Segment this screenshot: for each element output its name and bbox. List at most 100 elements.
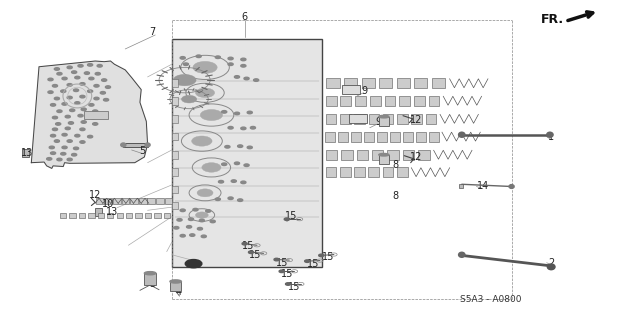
Circle shape: [228, 57, 233, 60]
Circle shape: [196, 55, 201, 57]
Circle shape: [57, 72, 62, 75]
Circle shape: [48, 78, 53, 81]
Circle shape: [61, 152, 66, 155]
Circle shape: [94, 97, 99, 100]
Bar: [122, 197, 129, 204]
Bar: [139, 197, 147, 204]
Text: 15: 15: [280, 270, 293, 279]
Bar: [385, 96, 396, 106]
Bar: [429, 96, 440, 106]
Circle shape: [93, 110, 98, 113]
Circle shape: [94, 85, 99, 87]
Circle shape: [241, 58, 246, 61]
Text: 1: 1: [548, 132, 554, 142]
Text: 8: 8: [392, 160, 399, 170]
Circle shape: [65, 115, 70, 118]
Bar: [372, 150, 383, 160]
Bar: [131, 197, 138, 204]
Text: 12: 12: [89, 190, 101, 200]
Bar: [383, 114, 394, 124]
Circle shape: [75, 102, 80, 104]
Bar: [116, 212, 123, 218]
Bar: [113, 197, 121, 204]
Circle shape: [279, 270, 284, 272]
Text: 5: 5: [140, 145, 145, 156]
Bar: [351, 131, 361, 142]
Circle shape: [186, 226, 191, 228]
Bar: [340, 96, 351, 106]
Circle shape: [84, 72, 90, 74]
Bar: [79, 212, 85, 218]
Circle shape: [247, 111, 252, 114]
Circle shape: [67, 66, 72, 69]
Polygon shape: [31, 61, 148, 168]
Circle shape: [180, 209, 185, 211]
Bar: [170, 281, 181, 291]
Text: 7: 7: [150, 27, 156, 37]
Circle shape: [284, 218, 289, 220]
Bar: [379, 117, 389, 126]
Text: 13: 13: [21, 148, 34, 158]
Circle shape: [242, 242, 247, 245]
Circle shape: [197, 227, 202, 230]
Bar: [397, 114, 408, 124]
Bar: [154, 212, 161, 218]
Circle shape: [80, 128, 85, 130]
Ellipse shape: [145, 271, 156, 275]
Bar: [88, 212, 95, 218]
Bar: [145, 212, 151, 218]
Bar: [107, 212, 113, 218]
Text: 15: 15: [307, 259, 320, 269]
Circle shape: [61, 90, 66, 93]
Bar: [325, 131, 335, 142]
Circle shape: [72, 71, 77, 73]
Circle shape: [231, 180, 236, 182]
Circle shape: [244, 164, 249, 167]
Ellipse shape: [170, 280, 181, 283]
Circle shape: [89, 77, 94, 80]
Circle shape: [65, 127, 70, 130]
Text: 9: 9: [376, 117, 382, 127]
Circle shape: [183, 63, 188, 65]
Ellipse shape: [459, 132, 465, 137]
Bar: [172, 79, 178, 87]
Bar: [432, 78, 445, 88]
Bar: [349, 115, 367, 123]
Circle shape: [247, 146, 252, 149]
Circle shape: [244, 77, 249, 80]
Text: 12: 12: [410, 115, 422, 125]
Bar: [416, 131, 426, 142]
Ellipse shape: [509, 185, 514, 189]
Circle shape: [97, 64, 102, 67]
Circle shape: [197, 189, 213, 197]
Bar: [362, 78, 374, 88]
Text: 15: 15: [249, 250, 261, 260]
Bar: [380, 78, 392, 88]
Circle shape: [200, 109, 223, 121]
Text: 10: 10: [102, 199, 114, 209]
Circle shape: [49, 146, 54, 149]
Bar: [326, 78, 339, 88]
Circle shape: [228, 197, 233, 199]
Text: S5A3 - A0800: S5A3 - A0800: [461, 295, 522, 304]
Text: 8: 8: [392, 191, 399, 201]
Text: 15: 15: [275, 258, 288, 268]
Bar: [172, 186, 178, 194]
Circle shape: [193, 61, 217, 73]
Bar: [172, 133, 178, 140]
Circle shape: [237, 145, 243, 147]
Circle shape: [62, 77, 67, 80]
Bar: [414, 96, 425, 106]
Circle shape: [185, 260, 202, 268]
Ellipse shape: [547, 132, 553, 137]
Bar: [344, 78, 357, 88]
Bar: [60, 212, 67, 218]
Circle shape: [67, 96, 72, 99]
Circle shape: [202, 163, 221, 172]
Bar: [164, 212, 170, 218]
Circle shape: [228, 126, 233, 129]
Text: 11: 11: [189, 260, 202, 270]
Bar: [354, 167, 365, 177]
Circle shape: [47, 158, 52, 160]
Bar: [387, 150, 399, 160]
